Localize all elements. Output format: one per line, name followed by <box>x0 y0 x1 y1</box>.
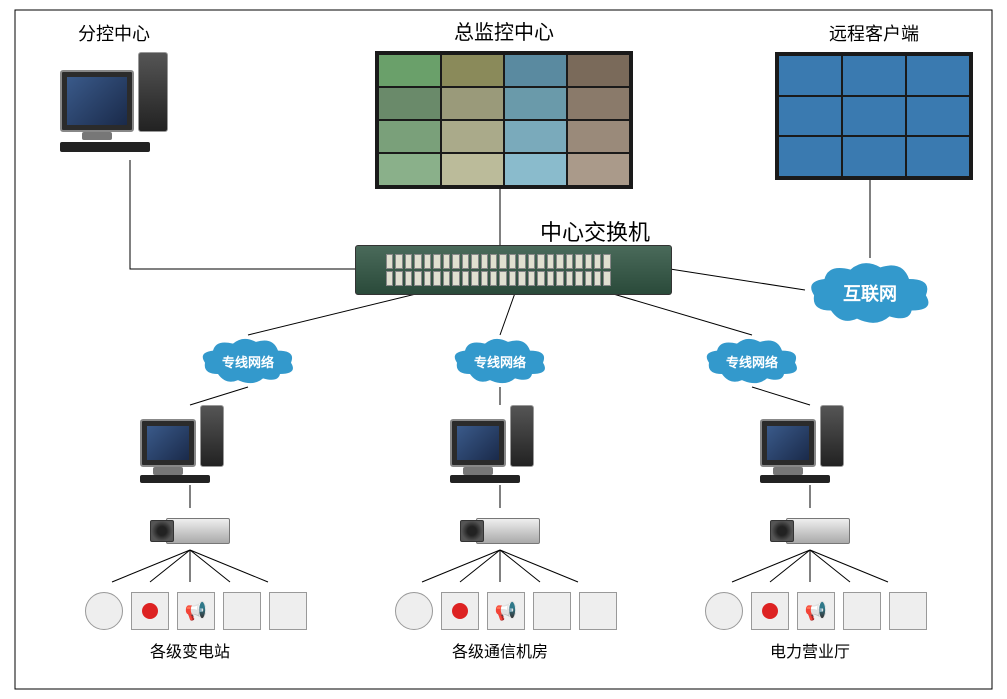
site-workstation <box>140 405 224 483</box>
private-network-cloud: 专线网络 <box>702 335 802 387</box>
camera-icon <box>770 510 850 550</box>
camera <box>150 510 230 550</box>
internet-cloud: 互联网 <box>805 258 935 328</box>
sensor-row: 📢 <box>395 580 617 630</box>
speaker-icon <box>395 592 433 630</box>
workstation-icon <box>450 405 534 483</box>
workstation-icon <box>60 52 168 152</box>
site-label: 各级变电站 <box>130 638 250 662</box>
remote-client: 远程客户端 <box>775 20 973 180</box>
workstation-icon <box>760 405 844 483</box>
site-workstation <box>450 405 534 483</box>
video-wall-icon <box>775 52 973 180</box>
video-wall-icon <box>375 51 633 189</box>
alarm-button-icon <box>131 592 169 630</box>
main-monitor-center: 总监控中心 <box>375 16 633 189</box>
subcontrol-center: 分控中心 <box>60 20 168 152</box>
speaker-icon <box>85 592 123 630</box>
central-switch-icon <box>355 245 670 293</box>
sensor-row: 📢 <box>85 580 307 630</box>
site-workstation <box>760 405 844 483</box>
site-label: 电力营业厅 <box>750 638 870 662</box>
site-label: 各级通信机房 <box>440 638 560 662</box>
private-network-cloud: 专线网络 <box>198 335 298 387</box>
internet-cloud-label: 互联网 <box>843 280 897 306</box>
horn-icon: 📢 <box>177 592 215 630</box>
pir-sensor-icon <box>533 592 571 630</box>
sensor-row: 📢 <box>705 580 927 630</box>
workstation-icon <box>140 405 224 483</box>
camera <box>770 510 850 550</box>
horn-icon: 📢 <box>797 592 835 630</box>
camera-icon <box>150 510 230 550</box>
alarm-button-icon <box>751 592 789 630</box>
door-sensor-icon <box>889 592 927 630</box>
private-network-cloud: 专线网络 <box>450 335 550 387</box>
speaker-icon <box>705 592 743 630</box>
subcontrol-center-label: 分控中心 <box>60 20 168 46</box>
remote-client-label: 远程客户端 <box>775 20 973 46</box>
pir-sensor-icon <box>843 592 881 630</box>
door-sensor-icon <box>269 592 307 630</box>
alarm-button-icon <box>441 592 479 630</box>
door-sensor-icon <box>579 592 617 630</box>
camera <box>460 510 540 550</box>
pir-sensor-icon <box>223 592 261 630</box>
camera-icon <box>460 510 540 550</box>
main-monitor-center-label: 总监控中心 <box>375 16 633 45</box>
central-switch-label: 中心交换机 <box>540 215 650 247</box>
horn-icon: 📢 <box>487 592 525 630</box>
